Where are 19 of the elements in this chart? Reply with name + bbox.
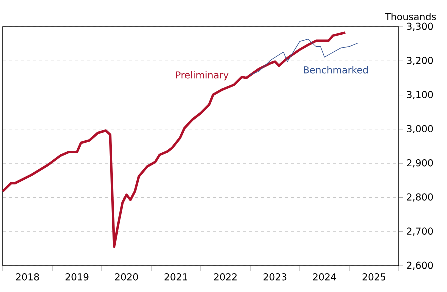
series-label: Benchmarked bbox=[304, 66, 368, 74]
x-tick-label: 2020 bbox=[115, 274, 138, 281]
x-tick-label: 2021 bbox=[164, 274, 188, 281]
y-axis-title: Thousands bbox=[385, 13, 436, 20]
x-tick-label: 2025 bbox=[362, 274, 386, 281]
y-tick-label: 3,200 bbox=[407, 57, 434, 66]
y-tick-label: 2,700 bbox=[407, 228, 434, 236]
y-tick-label: 3,100 bbox=[407, 91, 434, 100]
x-tick-label: 2023 bbox=[264, 274, 287, 281]
x-tick-label: 2019 bbox=[66, 274, 89, 281]
series-label: Preliminary bbox=[176, 71, 229, 81]
y-tick-label: 2,900 bbox=[407, 159, 434, 168]
y-tick-label: 2,600 bbox=[407, 262, 434, 270]
x-tick-label: 2024 bbox=[313, 274, 336, 281]
x-tick-label: 2018 bbox=[16, 274, 40, 281]
y-tick-label: 3,000 bbox=[407, 125, 434, 134]
x-tick-label: 2022 bbox=[214, 274, 237, 281]
y-tick-label: 2,800 bbox=[407, 194, 434, 202]
y-tick-label: 3,300 bbox=[407, 22, 434, 32]
